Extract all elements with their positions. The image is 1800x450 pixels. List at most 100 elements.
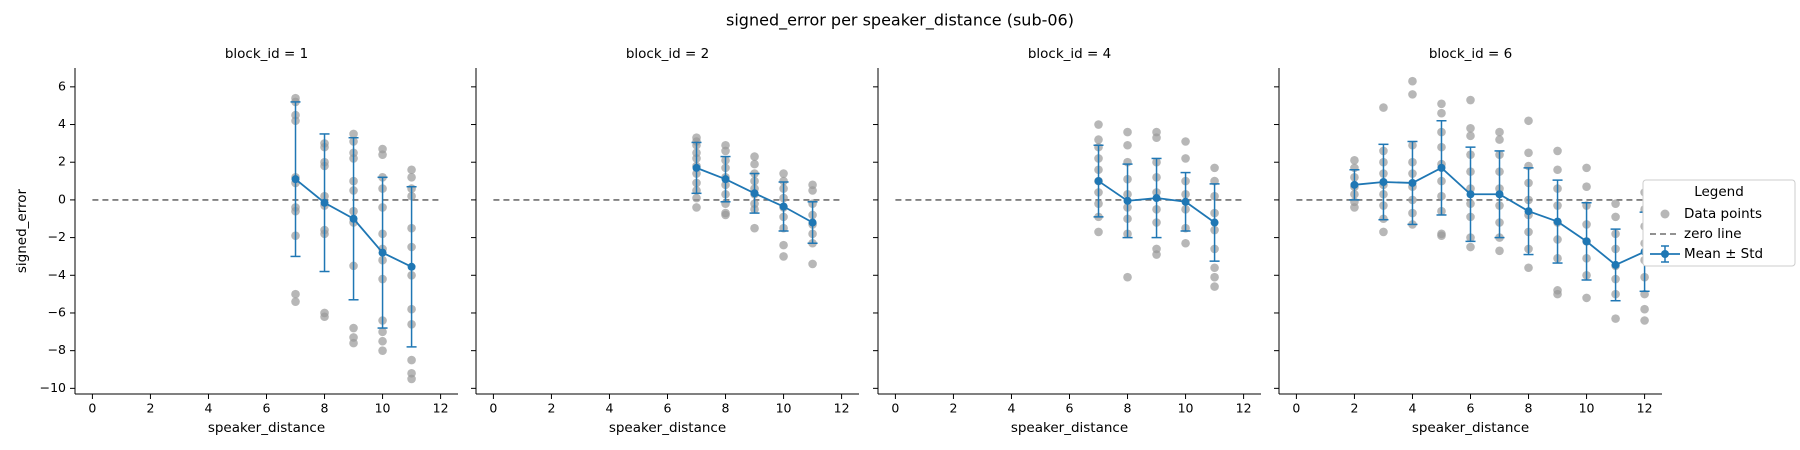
data-point — [779, 169, 788, 178]
legend-entry-mean-std: Mean ± Std — [1650, 245, 1763, 263]
data-point — [808, 259, 817, 269]
x-tick-label: 2 — [949, 401, 957, 416]
mean-marker — [1582, 237, 1591, 246]
x-tick-label: 8 — [722, 401, 730, 416]
x-tick-label: 4 — [605, 401, 613, 416]
legend-title: Legend — [1694, 184, 1744, 200]
x-tick-label: 6 — [664, 401, 672, 416]
legend-frame — [1642, 179, 1796, 267]
data-point — [1524, 116, 1533, 126]
data-point — [407, 172, 416, 182]
data-point — [750, 152, 759, 161]
mean-marker — [291, 175, 300, 184]
x-tick-label: 0 — [88, 401, 96, 416]
mean-marker — [1466, 190, 1475, 199]
legend: Legend Data points zero line Mean ± Std — [1642, 179, 1796, 267]
mean-marker — [1437, 163, 1446, 172]
legend-entry-zero-line: zero line — [1650, 226, 1742, 242]
x-tick-label: 6 — [1066, 401, 1074, 416]
legend-mean-std-label: Mean ± Std — [1684, 246, 1763, 262]
data-point — [1408, 90, 1417, 99]
mean-marker — [320, 198, 329, 207]
panel-1: block_id = 1 0 2 4 6 8 10 12 −10 −8 −6 −4 −2 0 2 4 6 spea… — [14, 46, 458, 436]
x-tick-label: 0 — [891, 401, 899, 416]
x-tick-label: 12 — [834, 401, 850, 416]
data-point — [692, 193, 701, 203]
data-point — [1210, 282, 1219, 291]
panel-title: block_id = 4 — [1028, 46, 1111, 62]
data-point — [1524, 148, 1533, 158]
mean-marker — [378, 248, 387, 257]
panel-2: block_id = 2 0 2 4 6 8 10 12 speaker_distance — [471, 46, 859, 436]
mean-marker — [1524, 207, 1533, 216]
x-tick-label: 6 — [1467, 401, 1475, 416]
data-point — [1553, 146, 1562, 156]
mean-marker — [1181, 197, 1190, 206]
legend-entry-data-points: Data points — [1660, 206, 1762, 222]
y-tick-label: 2 — [58, 154, 66, 169]
panel-title: block_id = 1 — [225, 46, 308, 62]
mean-marker — [1611, 260, 1620, 269]
data-point — [1408, 76, 1417, 86]
data-point — [1437, 108, 1446, 118]
data-point — [1123, 140, 1132, 150]
data-point — [750, 159, 759, 169]
mean-marker — [779, 202, 788, 211]
data-point — [1094, 120, 1103, 129]
data-point — [1466, 242, 1475, 252]
mean-marker — [1379, 178, 1388, 187]
data-point — [1611, 212, 1620, 222]
data-point — [1582, 163, 1591, 173]
x-axis-label: speaker_distance — [1011, 420, 1128, 436]
x-tick-label: 2 — [547, 401, 555, 416]
data-point — [1640, 316, 1649, 325]
mean-marker — [692, 163, 701, 172]
data-point — [1553, 165, 1562, 175]
mean-marker — [721, 175, 730, 184]
mean-marker — [1350, 180, 1359, 189]
data-point — [1181, 238, 1190, 248]
data-point — [692, 203, 701, 212]
data-point — [1495, 135, 1504, 144]
data-point — [1553, 289, 1562, 299]
x-tick-label: 4 — [204, 401, 212, 416]
legend-data-points-marker — [1660, 209, 1670, 219]
data-point — [808, 186, 817, 195]
legend-mean-std-marker — [1661, 250, 1669, 258]
y-tick-label: 4 — [58, 116, 66, 131]
y-tick-label: −6 — [48, 304, 66, 319]
data-point — [1152, 250, 1161, 259]
data-point — [378, 327, 387, 337]
mean-marker — [1553, 217, 1562, 226]
mean-marker — [1094, 177, 1103, 186]
data-point — [1582, 182, 1591, 192]
data-point — [378, 336, 387, 346]
data-point — [721, 146, 730, 156]
panel-title: block_id = 2 — [626, 46, 709, 62]
mean-marker — [750, 189, 759, 198]
x-axis-label: speaker_distance — [609, 420, 726, 436]
data-point — [407, 165, 416, 175]
data-point — [407, 355, 416, 365]
data-point — [1123, 127, 1132, 137]
y-axis-label: signed_error — [14, 188, 30, 273]
data-point — [1350, 203, 1359, 212]
y-tick-label: −4 — [48, 267, 66, 282]
panel-4: block_id = 6 0 2 4 6 8 10 12 speaker_distance — [1274, 46, 1662, 436]
x-tick-label: 12 — [433, 401, 449, 416]
data-point — [1094, 135, 1103, 144]
data-point — [349, 129, 358, 139]
x-tick-label: 6 — [263, 401, 271, 416]
mean-marker — [1152, 194, 1161, 203]
x-axis-label: speaker_distance — [208, 420, 325, 436]
x-tick-label: 2 — [146, 401, 154, 416]
mean-marker — [1210, 218, 1219, 227]
data-point — [291, 297, 300, 306]
data-point — [407, 374, 416, 384]
mean-marker — [808, 218, 817, 227]
y-tick-label: 0 — [58, 191, 66, 206]
data-point — [349, 338, 358, 348]
data-point — [1350, 156, 1359, 165]
x-tick-label: 10 — [375, 401, 391, 416]
data-point — [779, 240, 788, 250]
